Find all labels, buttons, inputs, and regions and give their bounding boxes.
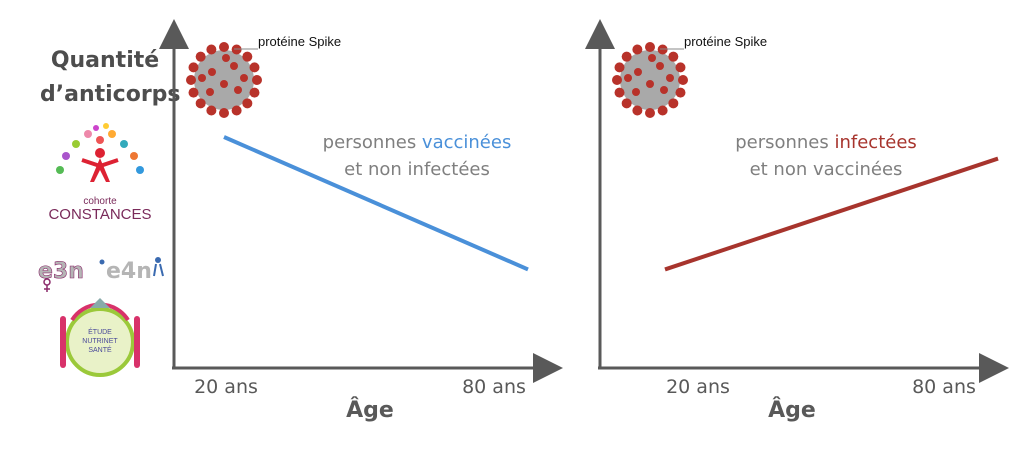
e3n-logo: e3n [38,259,84,292]
virus-spike [219,42,229,52]
e4n-logo: e4n [99,257,164,284]
virus-spike [632,44,643,55]
virus-spike [621,51,632,62]
spike-protein-label: protéine Spike [684,34,767,49]
x-tick-label-20: 20 ans [666,376,730,398]
virus-spike [645,42,655,52]
nutrinet-line-1: ÉTUDE [88,327,112,336]
series-line-infected [664,156,999,272]
virus-spike [230,62,238,70]
y-axis-title-line-1: Quantité [50,48,160,73]
virus-spike [249,62,260,73]
annotation-line-1: personnes infectées [735,132,917,153]
virus-spike [668,51,679,62]
virus-spike [242,98,253,109]
constances-tree-logo [56,123,144,182]
y-axis-title: Quantité d’anticorps [40,44,181,112]
series-line-vaccinated [223,135,529,272]
constances-big-text: CONSTANCES [48,206,151,223]
virus-spike [222,54,230,62]
virus-spike [198,74,206,82]
virus-spike [206,44,217,55]
virus-spike [206,105,217,116]
nutrinet-line-2: NUTRINET [82,338,118,345]
virus-spike [195,51,206,62]
virus-spike [660,86,668,94]
virus-icon [612,42,688,118]
annotation-prefix: personnes [323,132,422,153]
virus-spike [632,88,640,96]
constances-small-text: cohorte [83,196,117,207]
chart-panel-infected: protéine Spike personnes infectées et no… [585,19,1009,423]
spike-protein-label: protéine Spike [258,34,341,49]
virus-icon [186,42,262,118]
virus-spike [188,62,199,73]
annotation-line-1: personnes vaccinées [323,132,512,153]
virus-spike [231,44,242,55]
virus-spike [219,108,229,118]
virus-spike [657,44,668,55]
x-axis-title: Âge [768,397,816,423]
nutrinet-sante-logo: ÉTUDE NUTRINET SANTÉ [60,298,140,377]
annotation-highlight: vaccinées [422,132,511,153]
series-layer [664,156,999,272]
chart-panel-vaccinated: protéine Spike personnes vaccinées et no… [159,19,563,423]
virus-spike [188,87,199,98]
virus-spike [675,87,686,98]
x-tick-label-80: 80 ans [462,376,526,398]
virus-spike [646,80,654,88]
virus-spike [614,62,625,73]
y-axis-title-line-2: d’anticorps [40,82,181,107]
x-tick-label-80: 80 ans [912,376,976,398]
virus-spike [668,98,679,109]
virus-spike [648,54,656,62]
annotation-line-2: et non infectées [344,159,490,180]
virus-spike [612,75,622,85]
virus-spike [242,51,253,62]
x-tick-label-20: 20 ans [194,376,258,398]
virus-spike [656,62,664,70]
virus-spike [678,75,688,85]
series-layer [223,135,529,272]
partner-logos: cohorte CONSTANCES e3n e4n ÉTUDE NUTRINE… [38,123,164,377]
virus-spike [249,87,260,98]
virus-spike [220,80,228,88]
virus-spike [645,108,655,118]
virus-spike [634,68,642,76]
virus-spike [231,105,242,116]
nutrinet-line-3: SANTÉ [88,345,112,354]
virus-spike [621,98,632,109]
virus-spike [632,105,643,116]
annotation-highlight: infectées [834,132,916,153]
virus-spike [240,74,248,82]
virus-spike [666,74,674,82]
annotation-line-2: et non vaccinées [750,159,903,180]
virus-spike [624,74,632,82]
virus-spike [252,75,262,85]
virus-spike [195,98,206,109]
virus-spike [657,105,668,116]
x-axis-title: Âge [346,397,394,423]
e4n-text: e4n [106,259,152,284]
virus-spike [206,88,214,96]
virus-spike [186,75,196,85]
virus-spike [675,62,686,73]
annotation-prefix: personnes [735,132,834,153]
virus-spike [208,68,216,76]
virus-spike [614,87,625,98]
virus-spike [234,86,242,94]
